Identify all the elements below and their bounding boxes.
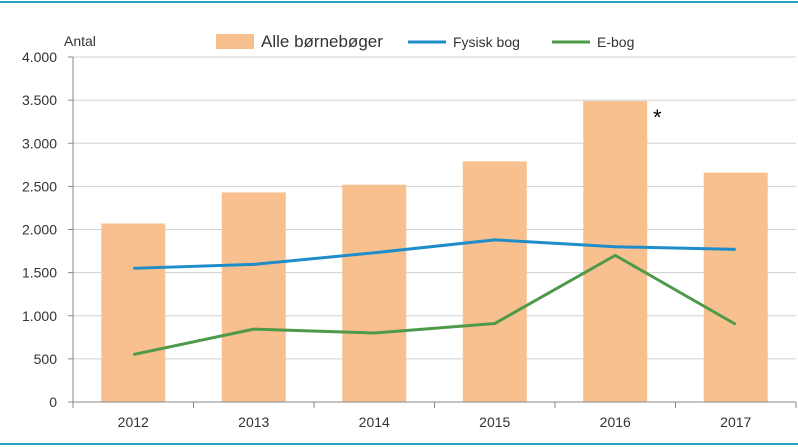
bar (342, 184, 407, 402)
x-tick-label: 2013 (238, 414, 269, 430)
bar (101, 223, 166, 402)
legend: Alle børnebøger Fysisk bog E-bog (216, 32, 634, 51)
x-tick-label: 2015 (479, 414, 510, 430)
tick-labels: 0 500 1.000 1.500 2.000 2.500 3.000 3.500 4.000 2… (22, 49, 752, 430)
line-series (132, 238, 737, 357)
y-tick-label: 2.000 (22, 222, 57, 238)
y-tick-label: 500 (34, 351, 58, 367)
x-tick-label: 2014 (359, 414, 390, 430)
annotations: * (653, 105, 662, 130)
legend-label-alle-bornebogger: Alle børnebøger (261, 32, 383, 51)
series-line-fysisk-bog (133, 238, 736, 270)
bar (462, 161, 527, 402)
bar-series (101, 100, 768, 403)
bar (221, 192, 286, 402)
axes (68, 56, 797, 408)
series-line-e-bog (132, 253, 737, 357)
x-tick-label: 2017 (720, 414, 751, 430)
y-tick-label: 0 (49, 394, 57, 410)
legend-swatch-alle-bornebogger (216, 34, 254, 49)
y-tick-label: 1.000 (22, 308, 57, 324)
y-tick-label: 4.000 (22, 49, 57, 65)
bar (703, 172, 768, 402)
annotation-asterisk: * (653, 105, 662, 130)
y-tick-label: 3.000 (22, 135, 57, 151)
y-axis-label: Antal (64, 33, 96, 49)
y-tick-label: 2.500 (22, 178, 57, 194)
grid-lines (73, 56, 796, 360)
legend-label-e-bog: E-bog (597, 34, 634, 50)
x-tick-label: 2012 (118, 414, 149, 430)
y-tick-label: 3.500 (22, 92, 57, 108)
x-tick-label: 2016 (600, 414, 631, 430)
bar (583, 100, 648, 403)
y-tick-label: 1.500 (22, 265, 57, 281)
legend-label-fysisk-bog: Fysisk bog (453, 34, 520, 50)
